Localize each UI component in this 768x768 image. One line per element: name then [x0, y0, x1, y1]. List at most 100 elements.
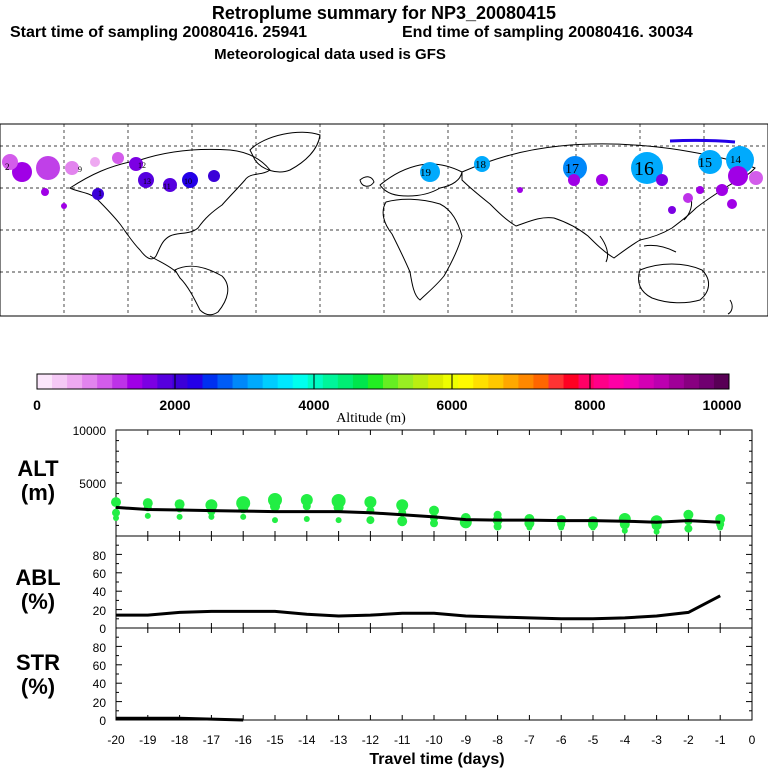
plume-circle: [36, 156, 60, 180]
colorbar-cell: [488, 374, 504, 389]
alt-point: [300, 494, 313, 506]
x-tick-label: -1: [715, 733, 726, 747]
abl-y-tick: 40: [93, 585, 107, 599]
alt-point: [208, 513, 215, 520]
x-tick-label: -6: [556, 733, 567, 747]
alt-point: [621, 527, 628, 534]
str-y-tick: 60: [93, 659, 107, 673]
colorbar-ticks: 0 2000 4000 6000 8000 10000: [33, 397, 742, 413]
abl-label: ABL: [15, 565, 60, 590]
plume-circle: [90, 157, 100, 167]
colorbar-cell: [638, 374, 655, 389]
colorbar-cell: [503, 374, 519, 389]
colorbar-cell: [683, 374, 700, 389]
plume-circle: [668, 206, 676, 214]
alt-point: [684, 524, 693, 533]
map-plume-markers: [2, 138, 763, 214]
colorbar-cell: [578, 374, 595, 389]
x-tick-label: -20: [107, 733, 125, 747]
alt-point: [683, 509, 694, 520]
alt-point: [272, 517, 278, 524]
colorbar-cell: [413, 374, 429, 389]
plume-circle: [596, 174, 608, 186]
map-plume-labels: 2 1 9 19 18 17 16 15 14 12 11 10 13: [5, 154, 742, 198]
alt-point: [493, 522, 502, 531]
plume-circle: [129, 157, 143, 171]
map-gridlines: [0, 124, 768, 316]
plume-circle: [726, 146, 754, 174]
abl-y-tick: 20: [93, 604, 107, 618]
plume-circle: [138, 172, 154, 188]
plume-circle: [517, 187, 523, 193]
alt-point: [558, 524, 565, 531]
x-tick-label: -17: [203, 733, 221, 747]
map-label: 18: [475, 159, 487, 171]
x-tick-label: -16: [235, 733, 253, 747]
plume-circle: [163, 178, 177, 192]
alt-point: [366, 516, 375, 525]
plume-circle: [727, 199, 737, 209]
map-label: 14: [730, 154, 742, 166]
str-y-tick: 20: [93, 696, 107, 710]
alt-point: [205, 499, 218, 512]
colorbar-cell: [187, 374, 203, 389]
plume-circle: [716, 184, 728, 196]
colorbar-cell: [112, 374, 128, 389]
colorbar-cell: [247, 374, 264, 389]
map-coastlines: [68, 131, 756, 316]
x-tick-label: -9: [460, 733, 471, 747]
x-tick-label: -19: [139, 733, 157, 747]
colorbar-cell: [307, 374, 324, 389]
x-tick-label: -13: [330, 733, 348, 747]
x-tick-label: -14: [298, 733, 316, 747]
plume-circle: [12, 162, 32, 182]
alt-point: [429, 505, 439, 516]
x-tick-label: -18: [171, 733, 189, 747]
colorbar-cell: [352, 374, 369, 389]
colorbar-cell: [548, 374, 564, 389]
x-tick-label: -15: [266, 733, 284, 747]
alt-point: [270, 501, 280, 512]
plume-circle: [568, 174, 580, 186]
colorbar-cell: [367, 374, 384, 389]
plume-circle: [631, 152, 663, 184]
colorbar-cell: [713, 374, 730, 389]
colorbar-cell: [608, 374, 625, 389]
plume-circle: [656, 174, 668, 186]
plume-circle: [41, 188, 49, 196]
str-y-tick: 80: [93, 641, 107, 655]
colorbar-cell: [82, 374, 98, 389]
colorbar-cell: [668, 374, 685, 389]
colorbar-cell: [473, 374, 489, 389]
colorbar-cell: [142, 374, 158, 389]
x-tick-label: -10: [425, 733, 443, 747]
plume-circle: [698, 150, 722, 174]
colorbar-cell: [262, 374, 279, 389]
plume-circle: [728, 166, 748, 186]
colorbar-tick-label: 0: [33, 397, 41, 413]
x-tick-label: -7: [524, 733, 535, 747]
str-line: [116, 716, 244, 722]
map-label: 13: [143, 177, 151, 186]
colorbar: 0 2000 4000 6000 8000 10000 Altitude (m): [33, 373, 742, 426]
alt-point: [335, 517, 342, 524]
colorbar-cell: [322, 374, 339, 389]
alt-axis-ticks: [115, 429, 753, 537]
colorbar-cell: [292, 374, 309, 389]
alt-point: [240, 513, 247, 520]
colorbar-cell: [383, 374, 399, 389]
alt-point: [303, 516, 310, 522]
str-unit: (%): [21, 674, 55, 699]
alt-point: [526, 524, 533, 531]
start-time: Start time of sampling 20080416. 25941: [10, 24, 308, 41]
colorbar-cell: [97, 374, 113, 389]
plume-circle: [749, 171, 763, 185]
colorbar-cell: [157, 374, 173, 389]
alt-point: [461, 520, 470, 529]
alt-point: [113, 515, 119, 521]
colorbar-cells: [37, 374, 730, 389]
plume-circle: [92, 188, 104, 200]
colorbar-cell: [337, 374, 354, 389]
colorbar-tick-label: 2000: [159, 397, 190, 413]
